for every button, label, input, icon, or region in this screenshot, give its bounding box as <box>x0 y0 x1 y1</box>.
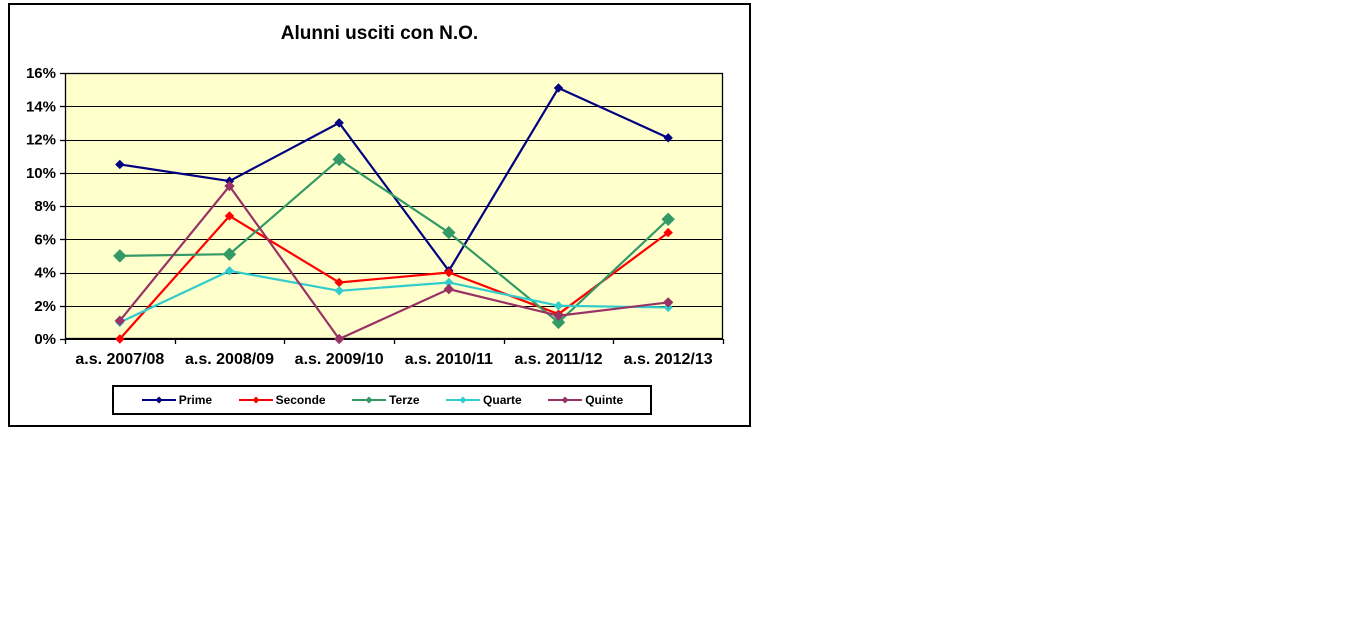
data-point <box>553 83 564 93</box>
legend-item-seconde: Seconde <box>238 393 326 407</box>
series-quinte <box>114 180 674 345</box>
legend: Prime Seconde Terze Quarte Quinte <box>112 385 652 415</box>
data-point <box>442 225 456 240</box>
legend-item-quinte: Quinte <box>547 393 623 407</box>
legend-label-quinte: Quinte <box>585 393 624 407</box>
legend-item-prime: Prime <box>141 393 212 407</box>
data-point <box>333 333 345 345</box>
legend-item-terze: Terze <box>351 393 420 407</box>
legend-label-quarte: Quarte <box>483 393 522 407</box>
data-point <box>224 180 235 192</box>
data-point <box>334 118 344 128</box>
chart-frame: 0% 2% 4% 6% 8% 10% 12% 14% 16% a.s. 2007/08 a.s. 2… <box>8 3 751 427</box>
data-point <box>662 297 674 308</box>
x-tick-label: a.s. 2012/13 <box>624 351 713 368</box>
x-tick-label: a.s. 2007/08 <box>75 351 164 368</box>
y-tick-label: 2% <box>34 298 56 315</box>
y-tick-label: 0% <box>34 331 56 348</box>
data-point <box>334 286 344 296</box>
legend-marker-seconde <box>238 396 273 404</box>
series-line <box>118 184 669 341</box>
data-point <box>222 247 237 261</box>
y-tick-label: 8% <box>34 198 56 215</box>
data-point <box>553 310 564 321</box>
legend-label-terze: Terze <box>389 393 420 407</box>
series-line <box>119 214 669 340</box>
plot-area: 0%2%4%6%8%10%12%14%16%a.s. 2007/08 a.s. 2… <box>26 65 725 368</box>
data-point <box>663 227 673 238</box>
y-tick-label: 6% <box>34 231 56 248</box>
data-point <box>663 133 673 143</box>
legend-item-quarte: Quarte <box>445 393 522 407</box>
y-tick-label: 16% <box>26 65 56 82</box>
data-point <box>113 249 127 263</box>
data-point <box>224 211 235 221</box>
legend-label-seconde: Seconde <box>275 393 326 407</box>
x-tick-label: a.s. 2011/12 <box>514 351 602 368</box>
data-point <box>661 212 675 227</box>
data-point <box>224 266 235 276</box>
y-tick-label: 10% <box>26 165 56 182</box>
data-point <box>553 301 564 311</box>
y-axis-labels: 0% 2% 4% 6% 8% 10% 12% 14% 16% <box>26 65 56 348</box>
x-tick-label: a.s. 2008/09 <box>185 351 274 368</box>
legend-marker-prime <box>141 396 176 404</box>
plot-border <box>64 72 724 340</box>
legend-label-prime: Prime <box>178 393 213 407</box>
chart-title: Alunni usciti con N.O. <box>280 23 479 44</box>
data-point <box>551 315 566 330</box>
legend-marker-quarte <box>446 396 481 404</box>
data-point <box>115 159 125 170</box>
axis-ticks <box>60 72 725 344</box>
data-point <box>114 315 126 326</box>
y-tick-label: 4% <box>34 265 56 282</box>
data-point <box>444 267 454 278</box>
legend-marker-quinte <box>548 396 583 404</box>
x-tick-label: a.s. 2009/10 <box>295 351 384 368</box>
x-axis-labels: a.s. 2007/08 a.s. 2008/09 a.s. 2009/10 a.s.… <box>75 351 712 368</box>
data-point <box>443 283 455 295</box>
x-tick-label: a.s. 2010/11 <box>405 351 493 368</box>
legend-marker-terze <box>352 396 387 404</box>
y-tick-label: 12% <box>26 132 56 149</box>
data-point <box>332 152 346 167</box>
series-line <box>119 269 669 324</box>
data-point <box>115 334 125 344</box>
y-tick-label: 14% <box>26 98 56 115</box>
